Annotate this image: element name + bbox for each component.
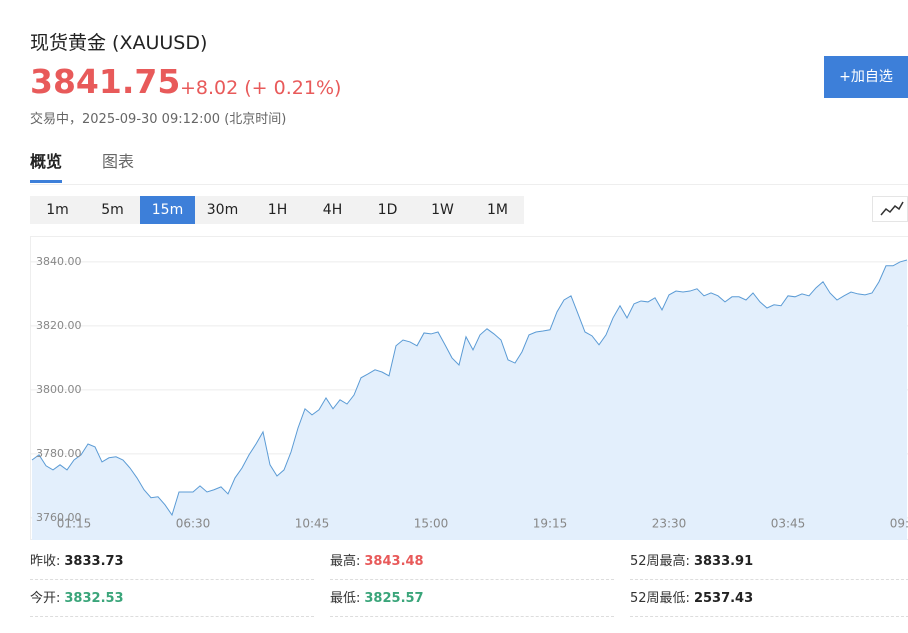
interval-button[interactable]: 1m (46, 202, 69, 218)
y-tick-label: 3840.00 (36, 255, 82, 268)
price-chart: 3760.00 3780.00 3800.00 3820.00 3840.00 01:15… (30, 236, 908, 540)
stat: 昨收: 3833.73 (30, 544, 314, 580)
x-tick-label: 06:30 (176, 517, 211, 531)
stat-label: 52周最高: (630, 554, 690, 569)
tabs: 概览 图表 (30, 150, 908, 185)
y-tick-label: 3760.00 (36, 511, 82, 524)
title: 现货黄金 (XAUUSD) (30, 32, 208, 54)
interval-button[interactable]: 1D (377, 202, 398, 218)
status: 交易中，2025-09-30 09:12:00 (北京时间) (30, 112, 287, 127)
stat-value: 2537.43 (693, 591, 754, 606)
stat: 52周最低: 2537.43 (630, 581, 908, 617)
interval-selector: 1m 5m 15m 30m 1H 4H 1D 1W 1M (30, 196, 524, 224)
stat-value: 3825.57 (364, 591, 424, 606)
stat-label: 52周最低: (630, 591, 690, 606)
stats-row: 昨收: 3833.73 最高: 3843.48 52周最高: 3833.91 (30, 544, 908, 580)
stat-label: 今开: (30, 591, 61, 606)
interval-button[interactable]: 1M (487, 202, 508, 218)
interval-button[interactable]: 15m (140, 196, 195, 224)
x-tick-label: 01:15 (57, 517, 92, 531)
stat: 最高: 3843.48 (330, 544, 614, 580)
y-tick-label: 3800.00 (36, 383, 82, 396)
x-tick-label: 03:45 (771, 517, 806, 531)
stat-value: 3833.73 (64, 554, 124, 569)
stats-row: 今开: 3832.53 最低: 3825.57 52周最低: 2537.43 (30, 581, 908, 617)
x-tick-label: 23:30 (652, 517, 687, 531)
price-change: +8.02 (+ 0.21%) (180, 77, 342, 99)
stat-label: 昨收: (30, 554, 61, 569)
y-tick-label: 3820.00 (36, 319, 82, 332)
interval-button[interactable]: 5m (101, 202, 124, 218)
stat: 今开: 3832.53 (30, 581, 314, 617)
stat-label: 最高: (330, 554, 361, 569)
area (32, 260, 907, 540)
interval-button[interactable]: 30m (206, 202, 239, 218)
stat-value: 3832.53 (64, 591, 124, 606)
chart-type-button[interactable] (872, 196, 908, 222)
stat-value: 3833.91 (693, 554, 754, 569)
stat-label: 最低: (330, 591, 361, 606)
interval-button[interactable]: 4H (322, 202, 343, 218)
price: 3841.75 (30, 62, 181, 101)
stat: 最低: 3825.57 (330, 581, 614, 617)
x-tick-label: 15:00 (414, 517, 449, 531)
line (31, 259, 908, 517)
x-tick-label: 09:00 (890, 517, 908, 531)
x-tick-label: 10:45 (295, 517, 330, 531)
x-tick-label: 19:15 (533, 517, 568, 531)
y-tick-label: 3780.00 (36, 447, 82, 460)
add-watchlist-button[interactable]: +加自选 (824, 56, 908, 98)
interval-button[interactable]: 1W (431, 202, 454, 218)
stat: 52周最高: 3833.91 (630, 544, 908, 580)
tab[interactable]: 图表 (102, 152, 135, 171)
interval-button[interactable]: 1H (267, 202, 288, 218)
tab[interactable]: 概览 (30, 150, 63, 183)
stat-value: 3843.48 (364, 554, 424, 569)
